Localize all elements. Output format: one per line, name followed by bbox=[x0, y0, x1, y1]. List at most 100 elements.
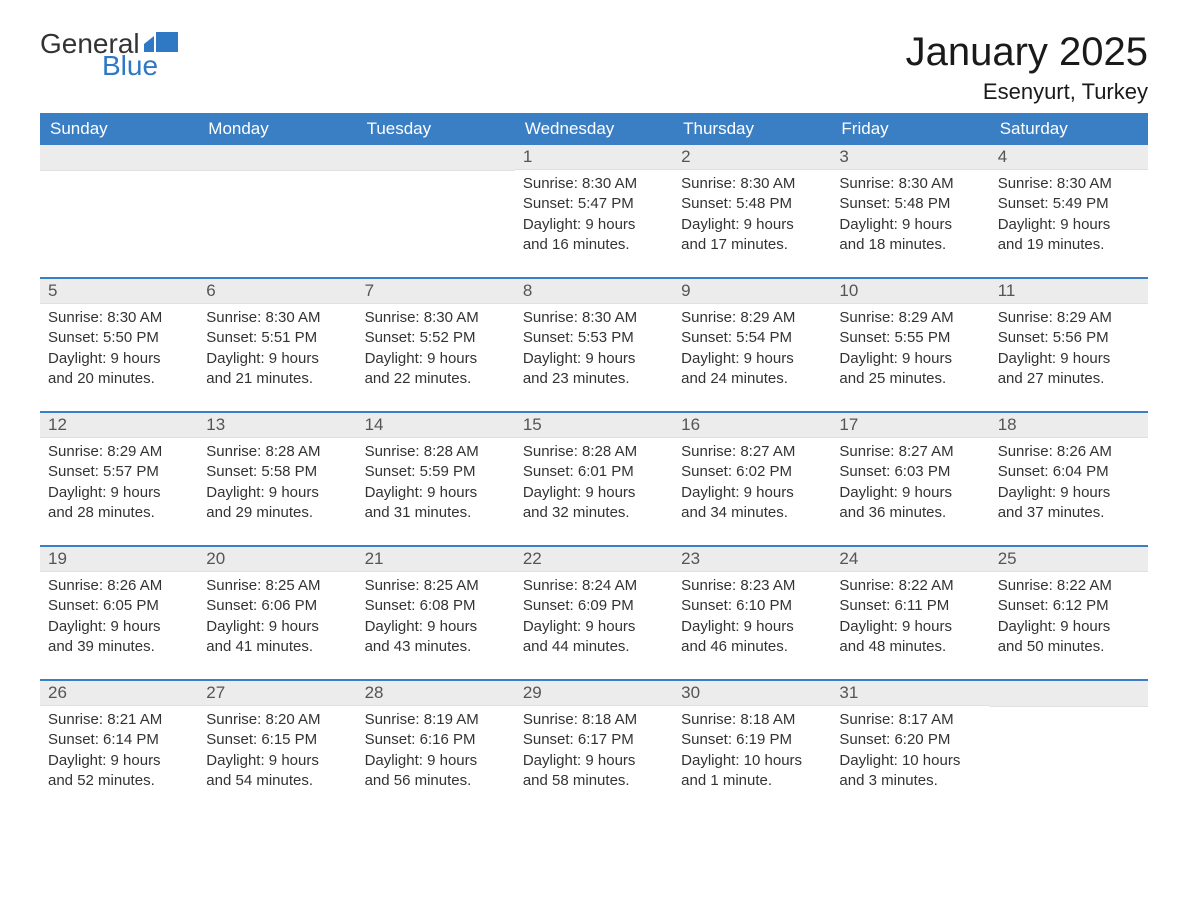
calendar-week: 1Sunrise: 8:30 AMSunset: 5:47 PMDaylight… bbox=[40, 145, 1148, 263]
daylight-text-line2: and 3 minutes. bbox=[839, 771, 981, 791]
daylight-text-line2: and 17 minutes. bbox=[681, 235, 823, 255]
day-number: 9 bbox=[673, 279, 831, 304]
sunset-text: Sunset: 6:11 PM bbox=[839, 596, 981, 616]
daylight-text-line1: Daylight: 9 hours bbox=[681, 349, 823, 369]
month-title: January 2025 bbox=[906, 30, 1148, 75]
sunrise-text: Sunrise: 8:30 AM bbox=[523, 174, 665, 194]
day-number: 20 bbox=[198, 547, 356, 572]
calendar-cell: 15Sunrise: 8:28 AMSunset: 6:01 PMDayligh… bbox=[515, 413, 673, 531]
daylight-text-line1: Daylight: 9 hours bbox=[998, 483, 1140, 503]
day-details: Sunrise: 8:26 AMSunset: 6:05 PMDaylight:… bbox=[40, 572, 198, 665]
day-details: Sunrise: 8:18 AMSunset: 6:17 PMDaylight:… bbox=[515, 706, 673, 799]
day-header-tuesday: Tuesday bbox=[357, 113, 515, 145]
daylight-text-line2: and 27 minutes. bbox=[998, 369, 1140, 389]
sunrise-text: Sunrise: 8:25 AM bbox=[206, 576, 348, 596]
sunset-text: Sunset: 5:52 PM bbox=[365, 328, 507, 348]
daylight-text-line1: Daylight: 9 hours bbox=[523, 215, 665, 235]
daylight-text-line2: and 1 minute. bbox=[681, 771, 823, 791]
calendar-cell: 10Sunrise: 8:29 AMSunset: 5:55 PMDayligh… bbox=[831, 279, 989, 397]
calendar-cell: 8Sunrise: 8:30 AMSunset: 5:53 PMDaylight… bbox=[515, 279, 673, 397]
calendar-cell: 12Sunrise: 8:29 AMSunset: 5:57 PMDayligh… bbox=[40, 413, 198, 531]
day-details bbox=[990, 707, 1148, 791]
day-number: 6 bbox=[198, 279, 356, 304]
day-details: Sunrise: 8:19 AMSunset: 6:16 PMDaylight:… bbox=[357, 706, 515, 799]
daylight-text-line1: Daylight: 9 hours bbox=[206, 617, 348, 637]
calendar-cell: 9Sunrise: 8:29 AMSunset: 5:54 PMDaylight… bbox=[673, 279, 831, 397]
daylight-text-line1: Daylight: 9 hours bbox=[48, 349, 190, 369]
daylight-text-line1: Daylight: 9 hours bbox=[681, 483, 823, 503]
calendar-cell: 16Sunrise: 8:27 AMSunset: 6:02 PMDayligh… bbox=[673, 413, 831, 531]
sunrise-text: Sunrise: 8:18 AM bbox=[523, 710, 665, 730]
sunrise-text: Sunrise: 8:22 AM bbox=[998, 576, 1140, 596]
sunset-text: Sunset: 6:17 PM bbox=[523, 730, 665, 750]
calendar-cell bbox=[990, 681, 1148, 799]
day-number: 10 bbox=[831, 279, 989, 304]
day-number: 24 bbox=[831, 547, 989, 572]
day-details: Sunrise: 8:30 AMSunset: 5:49 PMDaylight:… bbox=[990, 170, 1148, 263]
calendar-cell: 2Sunrise: 8:30 AMSunset: 5:48 PMDaylight… bbox=[673, 145, 831, 263]
daylight-text-line2: and 54 minutes. bbox=[206, 771, 348, 791]
daylight-text-line2: and 46 minutes. bbox=[681, 637, 823, 657]
day-details: Sunrise: 8:28 AMSunset: 5:58 PMDaylight:… bbox=[198, 438, 356, 531]
daylight-text-line1: Daylight: 9 hours bbox=[48, 751, 190, 771]
day-number: 30 bbox=[673, 681, 831, 706]
day-details: Sunrise: 8:20 AMSunset: 6:15 PMDaylight:… bbox=[198, 706, 356, 799]
sunset-text: Sunset: 5:54 PM bbox=[681, 328, 823, 348]
day-number: 25 bbox=[990, 547, 1148, 572]
calendar-cell: 6Sunrise: 8:30 AMSunset: 5:51 PMDaylight… bbox=[198, 279, 356, 397]
day-details: Sunrise: 8:30 AMSunset: 5:48 PMDaylight:… bbox=[831, 170, 989, 263]
sunset-text: Sunset: 6:20 PM bbox=[839, 730, 981, 750]
daylight-text-line2: and 39 minutes. bbox=[48, 637, 190, 657]
day-number: 18 bbox=[990, 413, 1148, 438]
daylight-text-line1: Daylight: 9 hours bbox=[48, 483, 190, 503]
calendar-cell: 14Sunrise: 8:28 AMSunset: 5:59 PMDayligh… bbox=[357, 413, 515, 531]
calendar-cell: 24Sunrise: 8:22 AMSunset: 6:11 PMDayligh… bbox=[831, 547, 989, 665]
daylight-text-line1: Daylight: 9 hours bbox=[206, 349, 348, 369]
logo: General Blue bbox=[40, 30, 178, 80]
sunrise-text: Sunrise: 8:24 AM bbox=[523, 576, 665, 596]
day-details: Sunrise: 8:30 AMSunset: 5:51 PMDaylight:… bbox=[198, 304, 356, 397]
calendar-cell: 29Sunrise: 8:18 AMSunset: 6:17 PMDayligh… bbox=[515, 681, 673, 799]
day-details: Sunrise: 8:27 AMSunset: 6:03 PMDaylight:… bbox=[831, 438, 989, 531]
day-header-sunday: Sunday bbox=[40, 113, 198, 145]
day-details: Sunrise: 8:28 AMSunset: 5:59 PMDaylight:… bbox=[357, 438, 515, 531]
daylight-text-line1: Daylight: 9 hours bbox=[839, 215, 981, 235]
sunset-text: Sunset: 6:06 PM bbox=[206, 596, 348, 616]
daylight-text-line2: and 56 minutes. bbox=[365, 771, 507, 791]
sunrise-text: Sunrise: 8:30 AM bbox=[365, 308, 507, 328]
daylight-text-line1: Daylight: 9 hours bbox=[206, 751, 348, 771]
daylight-text-line1: Daylight: 9 hours bbox=[523, 483, 665, 503]
day-details: Sunrise: 8:29 AMSunset: 5:54 PMDaylight:… bbox=[673, 304, 831, 397]
daylight-text-line1: Daylight: 9 hours bbox=[48, 617, 190, 637]
header: General Blue January 2025 Esenyurt, Turk… bbox=[40, 30, 1148, 105]
sunrise-text: Sunrise: 8:29 AM bbox=[839, 308, 981, 328]
calendar-cell: 21Sunrise: 8:25 AMSunset: 6:08 PMDayligh… bbox=[357, 547, 515, 665]
day-details: Sunrise: 8:25 AMSunset: 6:06 PMDaylight:… bbox=[198, 572, 356, 665]
day-details: Sunrise: 8:26 AMSunset: 6:04 PMDaylight:… bbox=[990, 438, 1148, 531]
sunset-text: Sunset: 6:05 PM bbox=[48, 596, 190, 616]
sunset-text: Sunset: 5:56 PM bbox=[998, 328, 1140, 348]
day-number: 3 bbox=[831, 145, 989, 170]
calendar-cell bbox=[40, 145, 198, 263]
day-number: 27 bbox=[198, 681, 356, 706]
sunrise-text: Sunrise: 8:27 AM bbox=[681, 442, 823, 462]
daylight-text-line1: Daylight: 9 hours bbox=[365, 617, 507, 637]
calendar-cell: 4Sunrise: 8:30 AMSunset: 5:49 PMDaylight… bbox=[990, 145, 1148, 263]
daylight-text-line1: Daylight: 9 hours bbox=[681, 617, 823, 637]
calendar-cell: 28Sunrise: 8:19 AMSunset: 6:16 PMDayligh… bbox=[357, 681, 515, 799]
calendar-cell: 22Sunrise: 8:24 AMSunset: 6:09 PMDayligh… bbox=[515, 547, 673, 665]
daylight-text-line2: and 32 minutes. bbox=[523, 503, 665, 523]
daylight-text-line2: and 23 minutes. bbox=[523, 369, 665, 389]
daylight-text-line2: and 28 minutes. bbox=[48, 503, 190, 523]
daylight-text-line1: Daylight: 9 hours bbox=[365, 483, 507, 503]
daylight-text-line2: and 48 minutes. bbox=[839, 637, 981, 657]
day-details: Sunrise: 8:29 AMSunset: 5:55 PMDaylight:… bbox=[831, 304, 989, 397]
sunset-text: Sunset: 5:53 PM bbox=[523, 328, 665, 348]
day-header-thursday: Thursday bbox=[673, 113, 831, 145]
day-details: Sunrise: 8:30 AMSunset: 5:52 PMDaylight:… bbox=[357, 304, 515, 397]
calendar-cell: 19Sunrise: 8:26 AMSunset: 6:05 PMDayligh… bbox=[40, 547, 198, 665]
daylight-text-line2: and 24 minutes. bbox=[681, 369, 823, 389]
daylight-text-line1: Daylight: 10 hours bbox=[681, 751, 823, 771]
day-number: 31 bbox=[831, 681, 989, 706]
daylight-text-line2: and 25 minutes. bbox=[839, 369, 981, 389]
